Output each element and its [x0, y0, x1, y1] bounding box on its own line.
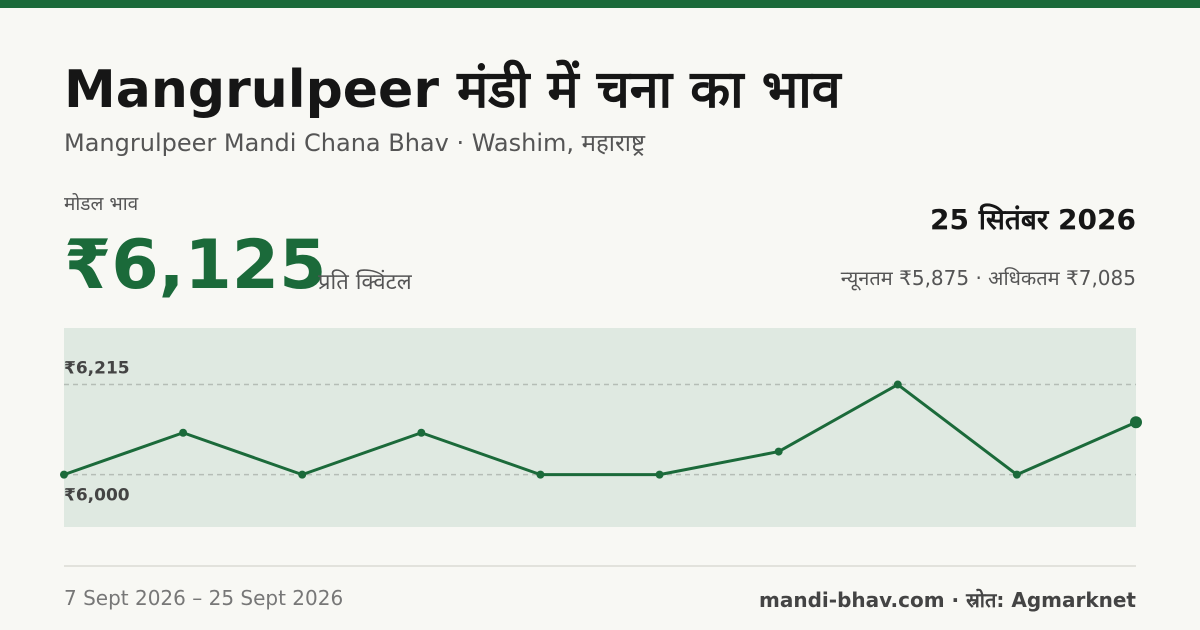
- price-range: न्यूनतम ₹5,875 · अधिकतम ₹7,085: [840, 266, 1136, 290]
- price-label: मोडल भाव: [64, 193, 139, 215]
- point: [1130, 416, 1142, 429]
- subtitle: Mangrulpeer Mandi Chana Bhav · Washim, म…: [64, 129, 646, 157]
- divider: [64, 565, 1136, 567]
- point: [893, 380, 902, 389]
- y-tick-label: ₹6,215: [64, 359, 130, 379]
- point: [536, 470, 545, 479]
- point: [655, 470, 664, 479]
- date: 25 सितंबर 2026: [930, 203, 1136, 236]
- point: [179, 428, 188, 437]
- source: mandi-bhav.com · स्रोत: Agmarknet: [759, 588, 1136, 612]
- line: [63, 383, 1137, 477]
- point: [298, 470, 307, 479]
- point: [1012, 470, 1021, 479]
- y-tick-label: ₹6,000: [64, 486, 130, 506]
- title: Mangrulpeer मंडी में चना का भाव: [64, 60, 841, 120]
- point: [417, 428, 426, 437]
- point: [60, 470, 68, 479]
- plot-area: [64, 328, 1136, 527]
- price-unit: प्रति क्विंटल: [318, 270, 412, 295]
- period: 7 Sept 2026 – 25 Sept 2026: [64, 586, 344, 610]
- point: [774, 447, 783, 456]
- top-bar: [0, 0, 1200, 8]
- price-value: ₹6,125: [64, 226, 327, 305]
